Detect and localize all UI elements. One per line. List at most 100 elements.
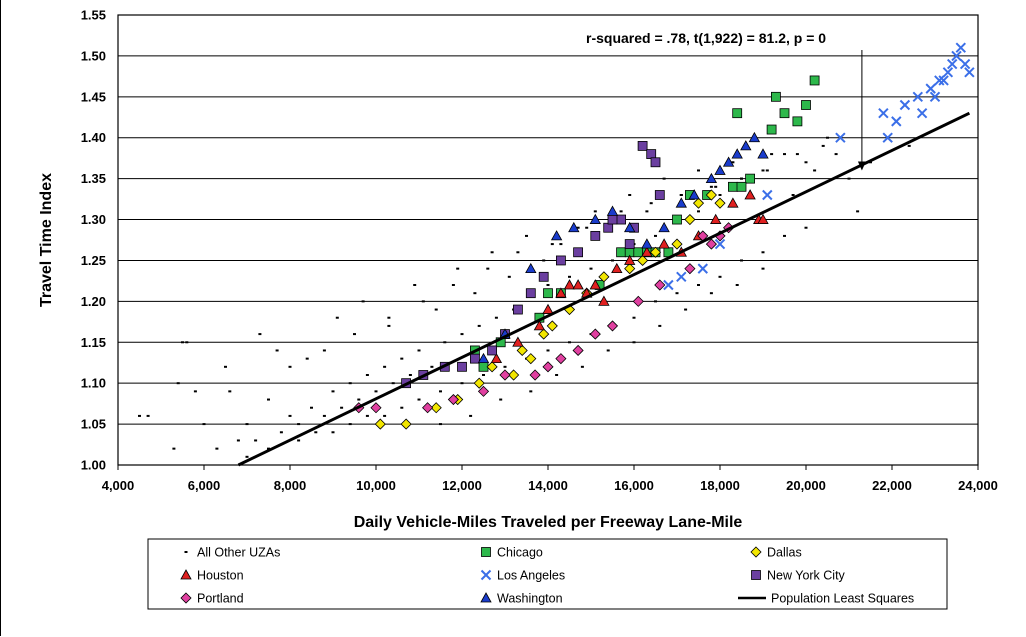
point-all-other-uzas (826, 136, 829, 139)
point-all-other-uzas (709, 292, 713, 295)
point-new-york-city (469, 353, 480, 364)
y-tick-label: 1.50 (81, 48, 106, 63)
point-portland (589, 328, 601, 340)
point-all-other-uzas (550, 243, 554, 246)
point-washington (740, 140, 752, 151)
point-portland (684, 263, 696, 275)
point-new-york-city (556, 255, 566, 266)
point-all-other-uzas (267, 447, 270, 450)
point-washington (705, 172, 718, 184)
point-los-angeles (964, 67, 975, 78)
point-portland (477, 385, 490, 397)
point-all-other-uzas (645, 210, 649, 213)
point-all-other-uzas (245, 423, 249, 426)
point-all-other-uzas (714, 185, 718, 188)
point-los-angeles (955, 42, 967, 53)
point-all-other-uzas (856, 210, 860, 213)
point-all-other-uzas (224, 365, 227, 368)
point-all-other-uzas (709, 185, 713, 188)
point-houston (542, 303, 554, 314)
point-all-other-uzas (387, 324, 391, 327)
point-all-other-uzas (555, 374, 559, 376)
y-tick-label: 1.40 (81, 130, 106, 145)
point-all-other-uzas (434, 308, 438, 311)
point-dallas (692, 197, 705, 209)
x-tick-label: 12,000 (442, 478, 482, 493)
point-houston (512, 336, 524, 347)
point-all-other-uzas (516, 251, 520, 254)
point-los-angeles (697, 263, 709, 274)
point-all-other-uzas (783, 234, 786, 237)
point-all-other-uzas (297, 423, 301, 426)
point-all-other-uzas (654, 300, 657, 303)
point-dallas (598, 271, 610, 283)
point-all-other-uzas (847, 177, 851, 180)
point-all-other-uzas (499, 398, 503, 401)
point-new-york-city (573, 247, 583, 258)
point-all-other-uzas (589, 267, 593, 270)
point-all-other-uzas (314, 431, 318, 434)
point-all-other-uzas (580, 365, 584, 368)
point-los-angeles (946, 58, 958, 70)
point-los-angeles (951, 50, 962, 62)
point-los-angeles (938, 75, 949, 86)
point-new-york-city (525, 288, 536, 299)
legend-label-houston: Houston (197, 569, 244, 583)
point-all-other-uzas (331, 390, 335, 393)
legend-label-los-angeles: Los Angeles (497, 569, 565, 583)
point-all-other-uzas (451, 284, 455, 286)
point-all-other-uzas (202, 423, 206, 426)
point-all-other-uzas (525, 234, 528, 237)
point-dallas (624, 263, 636, 275)
point-washington (714, 164, 726, 175)
point-houston (563, 279, 576, 290)
point-washington (722, 156, 735, 167)
point-portland (555, 353, 567, 365)
point-new-york-city (654, 190, 665, 200)
x-tick-label: 22,000 (872, 478, 912, 493)
point-all-other-uzas (632, 341, 636, 344)
legend-label-chicago: Chicago (497, 546, 543, 560)
point-houston (589, 279, 601, 290)
y-tick-label: 1.45 (81, 89, 106, 104)
point-all-other-uzas (503, 365, 507, 368)
x-tick-label: 8,000 (274, 478, 307, 493)
point-dallas (671, 238, 683, 250)
point-dallas (649, 246, 662, 258)
point-all-other-uzas (361, 300, 365, 303)
point-all-other-uzas (391, 382, 395, 385)
grid-lines (118, 14, 978, 466)
legend-marker-dallas (750, 546, 762, 558)
point-all-other-uzas (176, 382, 180, 385)
y-tick-label: 1.00 (81, 458, 106, 473)
point-all-other-uzas (821, 144, 825, 147)
point-all-other-uzas (486, 267, 490, 270)
point-washington (641, 238, 653, 249)
point-los-angeles (916, 107, 928, 119)
point-portland (632, 295, 644, 307)
point-all-other-uzas (907, 144, 911, 147)
point-all-other-uzas (697, 169, 700, 172)
point-houston (533, 320, 546, 331)
point-portland (606, 320, 619, 332)
point-all-other-uzas (331, 431, 335, 434)
point-chicago (672, 214, 682, 225)
point-washington (748, 131, 761, 143)
point-all-other-uzas (310, 406, 313, 409)
x-tick-label: 6,000 (188, 478, 221, 493)
point-all-other-uzas (473, 292, 477, 295)
point-all-other-uzas (649, 202, 653, 205)
point-all-other-uzas (383, 414, 387, 417)
legend-label-washington: Washington (497, 592, 563, 606)
point-chicago (801, 100, 811, 110)
point-all-other-uzas (740, 259, 743, 262)
point-all-other-uzas (443, 341, 447, 344)
point-los-angeles (882, 132, 893, 143)
point-all-other-uzas (348, 382, 352, 385)
point-chicago (745, 173, 755, 184)
point-chicago (779, 108, 790, 119)
point-all-other-uzas (679, 194, 683, 196)
point-all-other-uzas (275, 349, 279, 352)
point-all-other-uzas (731, 161, 735, 164)
point-portland (654, 279, 666, 291)
